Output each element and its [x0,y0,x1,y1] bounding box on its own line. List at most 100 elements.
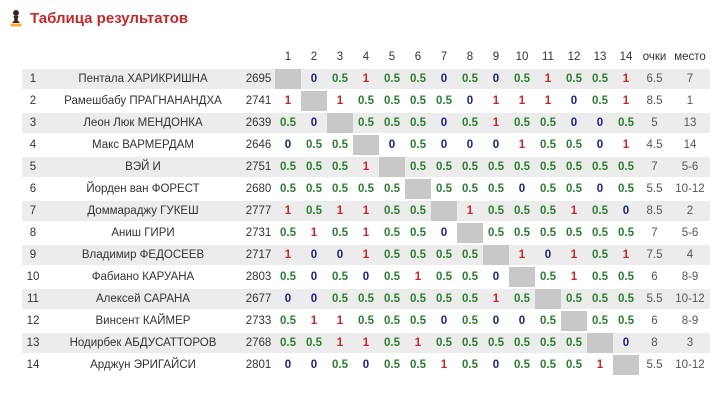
result-cell: 0.5 [384,271,400,283]
result-cell: 1 [362,227,370,239]
points-cell: 8.5 [646,95,663,107]
player-rating: 2768 [242,333,275,353]
result-cell: 0.5 [566,183,582,195]
result-cell: 0.5 [275,113,301,133]
result-cell: 0.5 [384,359,400,371]
player-name: Нодирбек АБДУСАТТОРОВ [44,333,242,353]
place-cell: 13 [670,113,710,133]
result-cell: 1 [414,271,422,283]
result-cell: 0.5 [301,157,327,177]
player-name: Владимир ФЕДОСЕЕВ [44,245,242,265]
result-cell: 0 [518,315,526,327]
result-cell: 0.5 [509,113,535,133]
result-cell: 0.5 [457,69,483,89]
result-cell: 0.5 [280,183,296,195]
result-cell: 1 [457,201,483,221]
result-cell: 0.5 [618,227,634,239]
header-blank [22,47,44,67]
result-cell: 0.5 [561,289,587,309]
points-cell: 7 [651,227,658,239]
place-cell: 5-6 [681,227,699,239]
result-cell: 1 [327,333,353,353]
result-cell: 0 [275,289,301,309]
result-cell: 0.5 [540,315,556,327]
result-cell: 0.5 [535,113,561,133]
self-cell [483,245,509,265]
player-rating: 2731 [245,227,272,239]
result-cell: 1 [622,139,630,151]
player-name: Рамешбабу ПРАГНАНАНДХА [64,95,222,107]
place-cell: 4 [670,245,710,265]
result-cell: 0.5 [457,157,483,177]
result-cell: 0.5 [327,69,353,89]
result-cell: 0.5 [384,227,400,239]
points-cell: 4.5 [646,139,663,151]
result-cell: 1 [483,113,509,133]
result-cell: 1 [310,315,318,327]
result-cell: 0.5 [587,245,613,265]
result-cell: 0.5 [587,69,613,89]
row-number: 2 [29,95,37,107]
result-cell: 0.5 [592,227,608,239]
self-cell [379,157,405,177]
result-cell: 0.5 [540,183,556,195]
self-cell [301,91,327,111]
result-cell: 0.5 [462,183,478,195]
result-cell: 0.5 [514,359,530,371]
result-cell: 0.5 [327,157,353,177]
result-cell: 0 [301,289,327,309]
result-cell: 0.5 [618,315,634,327]
result-cell: 0 [362,271,370,283]
result-cell: 1 [492,95,500,107]
result-cell: 0.5 [275,333,301,353]
result-cell: 0.5 [332,359,348,371]
player-rating: 2803 [245,271,272,283]
results-crosstable: 1 2 3 4 5 6 7 8 9 10 11 12 13 14 очки место 1 Пентала ХА… [22,45,710,377]
result-cell: 0.5 [540,227,556,239]
result-cell: 0 [310,271,318,283]
section-header: Таблица результатов [8,8,188,28]
result-cell: 0 [483,69,509,89]
result-cell: 0.5 [405,201,431,221]
self-cell [561,311,587,331]
row-number: 14 [26,359,40,371]
self-cell [613,355,639,375]
player-rating: 2646 [245,139,272,151]
self-cell [431,201,457,221]
points-cell: 8 [639,333,670,353]
result-cell: 0 [431,69,457,89]
result-cell: 1 [613,245,639,265]
result-cell: 0.5 [431,289,457,309]
result-cell: 0.5 [280,227,296,239]
result-cell: 1 [622,95,630,107]
result-cell: 0.5 [566,359,582,371]
player-name: Винсент КАЙМЕР [95,315,191,327]
result-cell: 0 [587,113,613,133]
result-cell: 0.5 [514,227,530,239]
result-cell: 0.5 [483,333,509,353]
result-cell: 0.5 [488,227,504,239]
result-cell: 0.5 [384,95,400,107]
result-cell: 0.5 [535,333,561,353]
player-name: Доммараджу ГУКЕШ [44,201,242,221]
row-number: 7 [22,201,44,221]
result-cell: 0 [466,95,474,107]
result-cell: 0 [284,359,292,371]
player-rating: 2680 [245,183,272,195]
result-cell: 0.5 [384,315,400,327]
result-cell: 0.5 [358,183,374,195]
player-rating: 2741 [245,95,272,107]
result-cell: 0 [284,139,292,151]
table-row: 6 Йорден ван ФОРЕСТ 2680 0.5 0.5 0.5 0.5 0.5 0.5… [22,179,710,199]
result-cell: 0.5 [462,271,478,283]
result-cell: 0.5 [488,183,504,195]
place-header: место [674,51,706,63]
player-name: Йорден ван ФОРЕСТ [86,183,200,195]
table-row: 1 Пентала ХАРИКРИШНА 2695 0 0.5 1 0.5 0.5 0 0.5 0 0… [22,69,710,89]
place-cell: 7 [670,69,710,89]
row-number: 1 [22,69,44,89]
result-cell: 0 [327,245,353,265]
points-header: очки [642,51,667,63]
result-cell: 0.5 [405,113,431,133]
result-cell: 0 [301,245,327,265]
